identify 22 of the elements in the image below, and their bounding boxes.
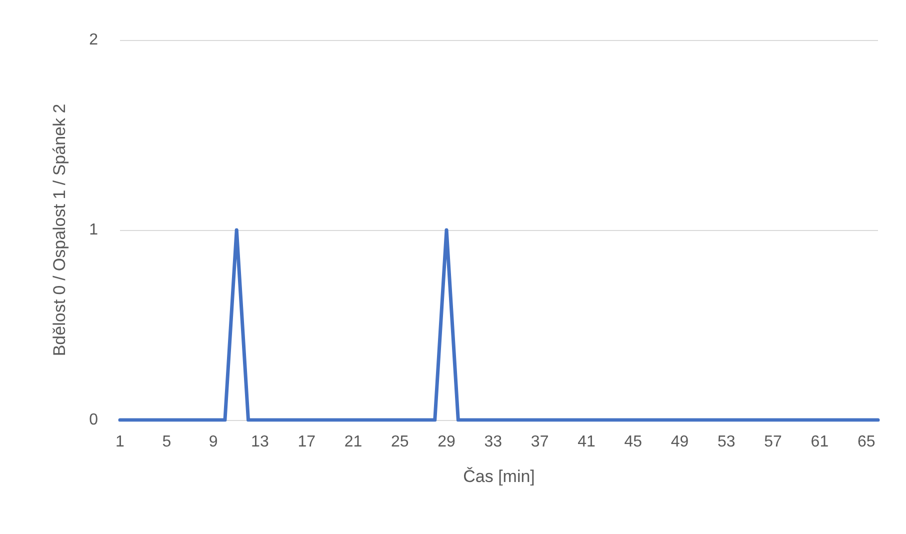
y-tick-label: 1 (89, 222, 98, 238)
x-axis-title: Čas [min] (463, 467, 535, 486)
x-tick-label: 49 (670, 434, 689, 450)
x-tick-label: 53 (718, 434, 736, 450)
y-tick-label: 0 (89, 412, 98, 428)
x-tick-label: 1 (116, 434, 125, 450)
x-tick-label: 5 (162, 434, 172, 450)
y-tick-label: 2 (89, 32, 98, 48)
x-tick-label: 9 (208, 434, 218, 450)
x-tick-label: 17 (298, 434, 316, 450)
y-axis-title: Bdělost 0 / Ospalost 1 / Spánek 2 (50, 104, 69, 356)
x-tick-label: 21 (344, 434, 362, 450)
x-tick-label: 25 (390, 434, 409, 450)
x-tick-label: 45 (624, 434, 642, 450)
x-tick-label: 33 (484, 434, 502, 450)
x-tick-label: 13 (251, 434, 269, 450)
x-tick-label: 41 (578, 434, 596, 450)
x-tick-label: 61 (810, 434, 829, 450)
x-tick-label: 37 (530, 434, 549, 450)
x-tick-label: 57 (764, 434, 782, 450)
x-tick-label: 65 (857, 434, 876, 450)
x-tick-label: 29 (438, 434, 456, 450)
